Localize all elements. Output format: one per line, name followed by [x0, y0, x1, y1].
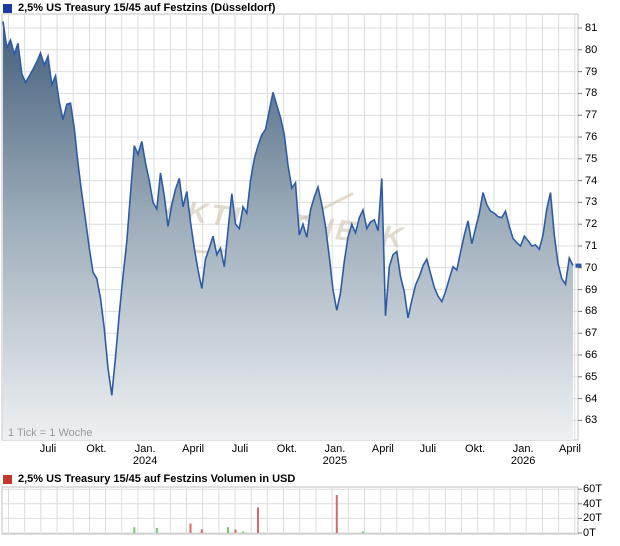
price-y-axis-label: 68	[585, 305, 598, 318]
price-y-axis-label: 78	[585, 87, 598, 100]
price-y-axis-label: 77	[585, 109, 598, 122]
price-y-axis-label: 81	[585, 22, 598, 34]
x-axis-label: Okt.	[276, 443, 297, 455]
price-y-axis-label: 70	[585, 261, 598, 274]
price-y-axis-label: 73	[585, 196, 598, 209]
volume-bar	[189, 523, 192, 533]
x-axis-label: April	[558, 443, 581, 455]
volume-y-axis-label: 40T	[583, 497, 602, 510]
volume-y-axis-label: 0T	[583, 527, 596, 539]
x-axis-label: Juli	[39, 443, 57, 455]
x-axis-label: Okt.	[86, 443, 107, 455]
volume-pane	[1, 486, 579, 535]
x-axis-label: Juli	[231, 443, 249, 455]
volume-y-axis-label: 20T	[583, 512, 602, 525]
volume-bar	[227, 527, 229, 533]
price-y-axis-label: 72	[585, 218, 598, 231]
volume-bar	[335, 495, 338, 533]
price-y-axis-label: 76	[585, 131, 598, 143]
volume-bar	[242, 531, 244, 533]
price-chart-header: 2,5% US Treasury 15/45 auf Festzins (Düs…	[3, 2, 275, 14]
volume-y-axis-label: 60T	[583, 483, 602, 496]
x-axis-label: Jan. 2026	[510, 443, 536, 467]
volume-bar	[362, 531, 364, 533]
x-axis-label: Juli	[419, 443, 437, 455]
price-y-axis-label: 69	[585, 283, 598, 296]
price-y-axis-label: 75	[585, 152, 598, 165]
price-chart-title: 2,5% US Treasury 15/45 auf Festzins (Düs…	[18, 2, 276, 14]
price-y-axis-label: 66	[585, 349, 598, 361]
price-area-fill	[3, 21, 573, 440]
tick-note: 1 Tick = 1 Woche	[8, 427, 93, 439]
volume-bar	[234, 529, 237, 533]
price-y-axis-label: 79	[585, 65, 598, 78]
x-axis-label: Jan. 2024	[132, 443, 158, 467]
price-y-axis-label: 80	[585, 43, 598, 56]
price-y-axis-label: 71	[585, 240, 598, 252]
price-y-axis-label: 67	[585, 327, 598, 340]
volume-bar	[200, 529, 203, 533]
price-y-axis-label: 65	[585, 370, 598, 383]
price-legend-marker	[3, 3, 12, 13]
volume-bar	[155, 527, 158, 533]
last-price-tick	[575, 263, 582, 268]
volume-chart-header: 2,5% US Treasury 15/45 auf Festzins Volu…	[3, 473, 295, 485]
volume-chart-title: 2,5% US Treasury 15/45 auf Festzins Volu…	[18, 473, 296, 485]
x-axis-label: Jan. 2025	[322, 443, 348, 467]
price-y-axis-label: 64	[585, 392, 598, 405]
x-axis-label: April	[182, 443, 205, 455]
volume-bar	[257, 507, 259, 533]
price-line	[2, 21, 574, 396]
price-y-axis-label: 74	[585, 174, 598, 187]
x-axis-label: Okt.	[465, 443, 486, 455]
price-y-axis-label: 63	[585, 414, 598, 427]
x-axis-label: April	[371, 443, 394, 455]
volume-bar	[133, 527, 136, 533]
volume-legend-marker	[3, 474, 12, 484]
